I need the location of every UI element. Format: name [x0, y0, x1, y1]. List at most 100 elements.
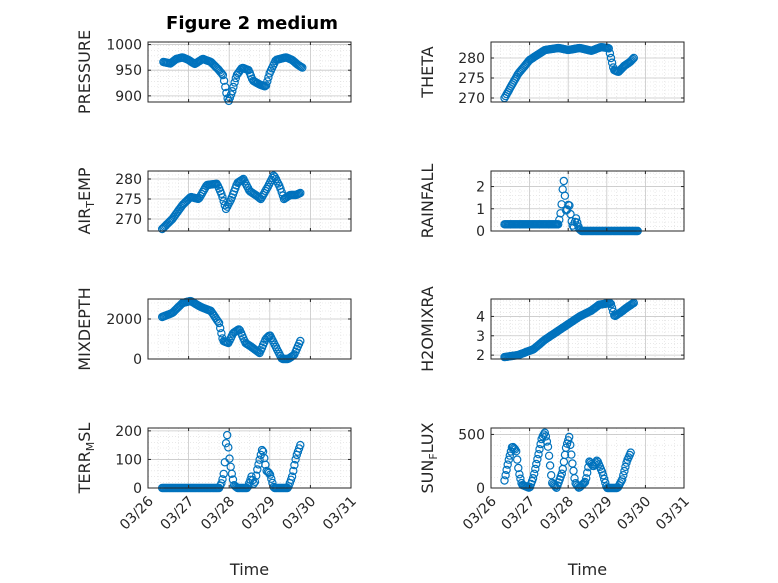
data-marker	[218, 70, 228, 80]
axes-box	[147, 41, 352, 103]
data-marker	[561, 443, 571, 452]
data-marker	[560, 191, 570, 200]
data-marker	[557, 469, 567, 478]
data-marker	[502, 465, 511, 475]
data-marker	[218, 192, 227, 202]
subplot-5: 0 2000 MIXDEPTH	[75, 287, 352, 371]
data-marker	[217, 329, 226, 338]
data-marker	[565, 201, 574, 210]
data-marker	[513, 455, 522, 464]
x-axis-label: Time	[567, 560, 607, 579]
data-marker	[198, 187, 207, 197]
y-tick-label: 0	[133, 481, 142, 497]
data-marker	[559, 176, 569, 186]
data-marker	[532, 459, 541, 469]
data-marker	[628, 54, 637, 64]
data-marker	[501, 471, 510, 480]
data-marker	[219, 76, 229, 85]
y-tick-label: 500	[458, 427, 485, 443]
data-marker	[214, 318, 224, 328]
y-axis-label: H2OMIXRA	[418, 286, 437, 372]
data-marker	[221, 439, 231, 448]
y-tick-label: 280	[458, 51, 485, 67]
y-axis-label: AIRTEMP	[75, 167, 97, 234]
data-marker	[228, 86, 237, 96]
data-marker	[262, 184, 271, 194]
data-marker	[225, 454, 234, 463]
data-marker	[289, 466, 298, 476]
axes-box	[490, 298, 685, 360]
data-marker	[567, 450, 576, 459]
y-tick-label: 1000	[106, 38, 142, 54]
data-marker	[607, 58, 617, 67]
y-tick-label: 275	[115, 192, 142, 208]
data-marker	[503, 460, 512, 469]
y-axis-label: THETA	[418, 46, 437, 98]
data-marker	[606, 53, 616, 63]
data-marker	[504, 455, 513, 464]
data-marker	[267, 474, 276, 483]
data-marker	[514, 463, 523, 473]
data-marker	[550, 481, 559, 490]
data-marker	[229, 82, 238, 92]
data-marker	[224, 443, 233, 452]
y-tick-label: 900	[115, 89, 142, 105]
y-tick-label: 0	[476, 481, 485, 497]
y-tick-label: 100	[115, 452, 142, 468]
data-marker	[196, 191, 205, 201]
data-marker	[290, 460, 299, 470]
data-marker	[261, 81, 271, 90]
data-marker	[222, 430, 232, 440]
data-marker	[600, 474, 609, 484]
data-marker	[530, 469, 539, 478]
y-axis-label: PRESSURE	[75, 30, 94, 114]
y-tick-label: 270	[115, 212, 142, 228]
y-axis-label: MIXDEPTH	[75, 287, 94, 370]
data-marker	[583, 468, 592, 477]
axes-box	[490, 41, 685, 103]
data-marker	[607, 303, 617, 313]
data-marker	[500, 476, 509, 485]
y-tick-label: 280	[115, 172, 142, 188]
data-marker	[215, 323, 225, 333]
data-marker	[626, 448, 635, 457]
y-tick-label: 950	[115, 63, 142, 79]
data-marker	[528, 474, 538, 483]
data-marker	[547, 471, 556, 480]
subplot-3: 270 275 280 AIRTEMP	[75, 167, 352, 235]
data-marker	[620, 466, 629, 476]
data-marker	[627, 56, 636, 65]
axes-box	[147, 170, 352, 232]
data-marker	[565, 432, 574, 442]
data-marker	[296, 440, 305, 450]
y-tick-label: 200	[115, 424, 142, 440]
data-marker	[291, 455, 300, 464]
data-marker	[545, 461, 555, 470]
data-marker	[541, 432, 551, 441]
y-tick-label: 2	[476, 348, 485, 364]
data-marker	[249, 479, 258, 488]
axes-box	[147, 427, 352, 489]
data-marker	[263, 77, 272, 86]
data-marker	[255, 455, 264, 464]
data-marker	[544, 451, 554, 460]
y-tick-label: 3	[476, 329, 485, 345]
data-marker	[263, 467, 272, 477]
data-marker	[629, 53, 639, 63]
data-marker	[619, 471, 628, 480]
data-marker	[221, 82, 230, 92]
y-axis-label: SUNFLUX	[418, 422, 440, 493]
y-tick-label: 2000	[106, 312, 142, 328]
axes-box	[490, 170, 685, 232]
y-tick-label: 2	[476, 180, 485, 196]
data-marker	[253, 465, 262, 474]
y-tick-label: 275	[458, 71, 485, 87]
data-marker	[265, 470, 275, 479]
data-marker	[582, 474, 591, 483]
data-marker	[217, 189, 226, 198]
data-marker	[287, 472, 297, 481]
data-marker	[554, 220, 563, 229]
